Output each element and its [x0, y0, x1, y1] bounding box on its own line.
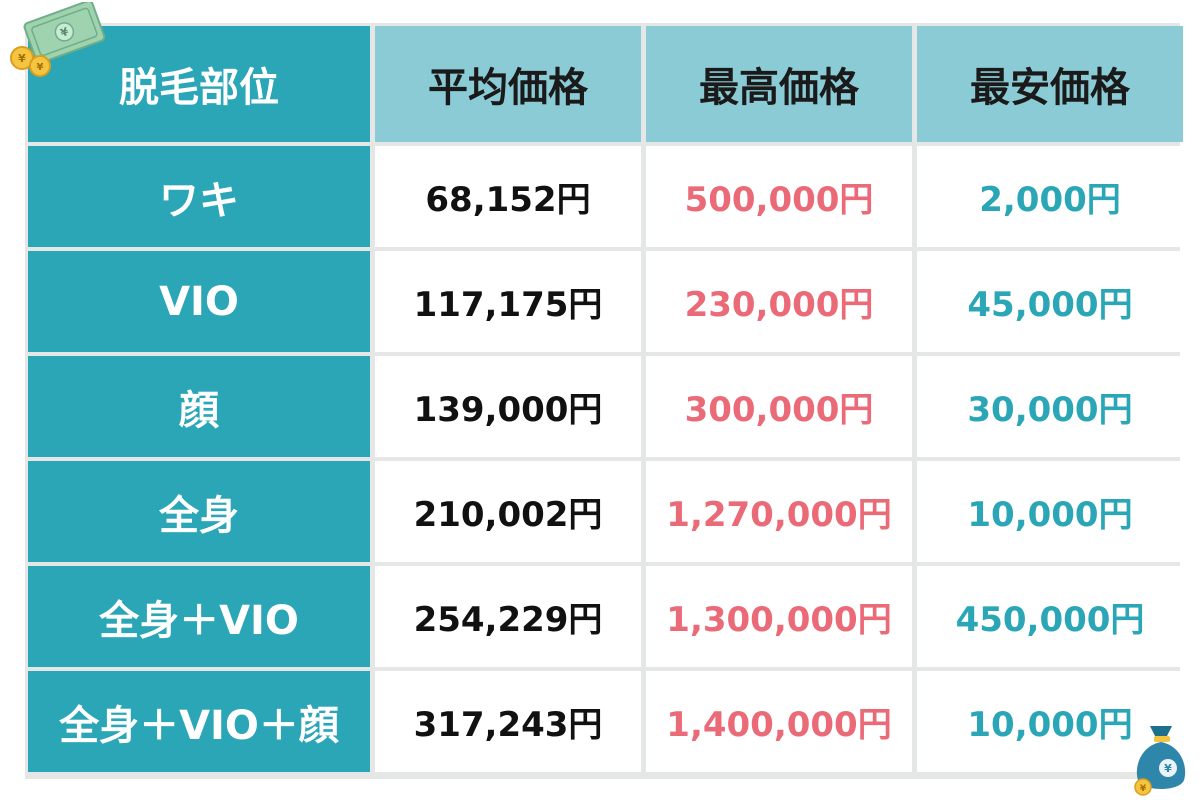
row-label-vio: VIO [28, 251, 370, 352]
banknote-coins-icon: ¥ ¥ ¥ [10, 2, 106, 77]
svg-text:¥: ¥ [37, 62, 44, 73]
svg-text:¥: ¥ [59, 25, 71, 40]
max-price-cell: 1,300,000円 [646, 566, 912, 667]
row-label-full-body-vio-face: 全身＋VIO＋顔 [28, 671, 370, 772]
price-table: 脱毛部位 平均価格 最高価格 最安価格 ワキ 68,152円 500,000円 … [25, 23, 1183, 779]
svg-text:¥: ¥ [18, 52, 26, 65]
header-min-price: 最安価格 [917, 26, 1183, 142]
row-label-full-body: 全身 [28, 461, 370, 562]
row-label-full-body-vio: 全身＋VIO [28, 566, 370, 667]
min-price-cell: 45,000円 [917, 251, 1183, 352]
avg-price-cell: 317,243円 [375, 671, 641, 772]
avg-price-cell: 117,175円 [375, 251, 641, 352]
max-price-cell: 230,000円 [646, 251, 912, 352]
max-price-cell: 300,000円 [646, 356, 912, 457]
svg-text:¥: ¥ [1164, 762, 1172, 775]
min-price-cell: 30,000円 [917, 356, 1183, 457]
header-part: 脱毛部位 [28, 26, 370, 142]
header-max-price: 最高価格 [646, 26, 912, 142]
avg-price-cell: 210,002円 [375, 461, 641, 562]
avg-price-cell: 139,000円 [375, 356, 641, 457]
min-price-cell: 450,000円 [917, 566, 1183, 667]
avg-price-cell: 254,229円 [375, 566, 641, 667]
money-bag-icon: ¥ ¥ [1134, 726, 1186, 796]
header-avg-price: 平均価格 [375, 26, 641, 142]
svg-text:¥: ¥ [1140, 784, 1147, 794]
max-price-cell: 500,000円 [646, 146, 912, 247]
min-price-cell: 2,000円 [917, 146, 1183, 247]
row-label-face: 顔 [28, 356, 370, 457]
max-price-cell: 1,270,000円 [646, 461, 912, 562]
avg-price-cell: 68,152円 [375, 146, 641, 247]
row-label-waki: ワキ [28, 146, 370, 247]
min-price-cell: 10,000円 [917, 671, 1183, 772]
max-price-cell: 1,400,000円 [646, 671, 912, 772]
min-price-cell: 10,000円 [917, 461, 1183, 562]
